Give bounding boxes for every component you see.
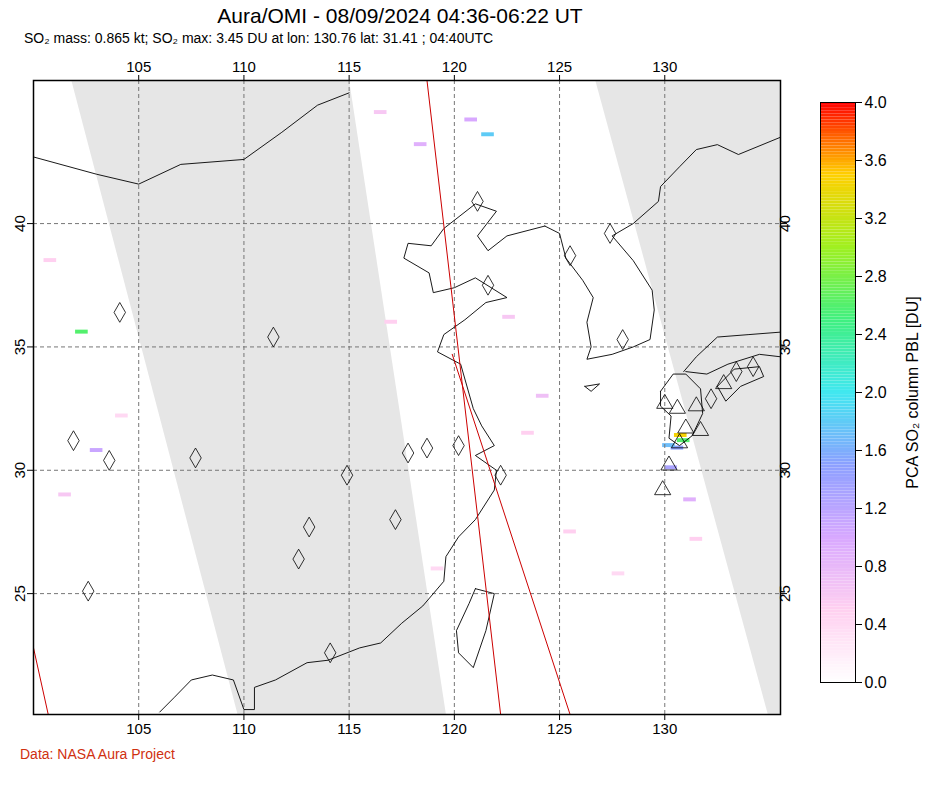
- svg-text:PCA SO₂ column PBL [DU]: PCA SO₂ column PBL [DU]: [904, 296, 921, 488]
- svg-text:2.0: 2.0: [865, 384, 887, 401]
- html-text:Data: NASA Aura Project: Data: NASA Aura Project: [20, 746, 175, 762]
- svg-text:40: 40: [11, 215, 28, 232]
- svg-text:130: 130: [652, 720, 677, 737]
- svg-text:125: 125: [547, 58, 572, 75]
- svg-text:1.2: 1.2: [865, 500, 887, 517]
- html-text:SO₂ mass: 0.865 kt; SO₂ max: 3: SO₂ mass: 0.865 kt; SO₂ max: 3.45 DU at …: [24, 30, 494, 46]
- svg-text:2.4: 2.4: [865, 326, 887, 343]
- svg-text:30: 30: [11, 462, 28, 479]
- svg-text:0.8: 0.8: [865, 558, 887, 575]
- svg-text:3.6: 3.6: [865, 152, 887, 169]
- svg-text:130: 130: [652, 58, 677, 75]
- svg-text:35: 35: [776, 339, 793, 356]
- svg-text:105: 105: [126, 58, 151, 75]
- svg-text:25: 25: [11, 585, 28, 602]
- svg-text:0.4: 0.4: [865, 616, 887, 633]
- svg-text:25: 25: [776, 585, 793, 602]
- svg-text:40: 40: [776, 215, 793, 232]
- svg-text:125: 125: [547, 720, 572, 737]
- svg-text:4.0: 4.0: [865, 94, 887, 111]
- svg-text:1.6: 1.6: [865, 442, 887, 459]
- svg-text:0.0: 0.0: [865, 674, 887, 691]
- svg-text:35: 35: [11, 339, 28, 356]
- svg-text:110: 110: [232, 58, 256, 75]
- html-text:Aura/OMI - 08/09/2024 04:36-06: Aura/OMI - 08/09/2024 04:36-06:22 UT: [217, 4, 583, 27]
- svg-text:115: 115: [337, 58, 361, 75]
- svg-text:120: 120: [442, 720, 467, 737]
- svg-text:110: 110: [232, 720, 256, 737]
- svg-text:3.2: 3.2: [865, 210, 887, 227]
- svg-text:115: 115: [337, 720, 361, 737]
- svg-text:30: 30: [776, 462, 793, 479]
- svg-text:120: 120: [442, 58, 467, 75]
- svg-text:105: 105: [126, 720, 151, 737]
- svg-text:2.8: 2.8: [865, 268, 887, 285]
